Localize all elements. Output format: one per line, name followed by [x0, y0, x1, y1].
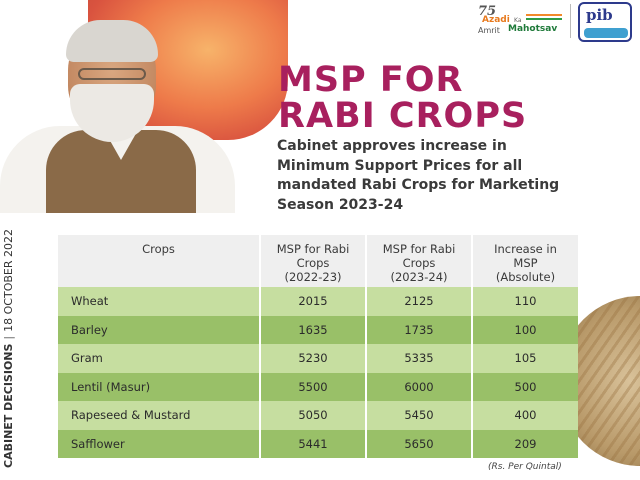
header-line: (Absolute) [495, 270, 556, 284]
table-row: Lentil (Masur) 5500 6000 500 [58, 372, 578, 401]
cell-increase: 100 [471, 315, 578, 344]
azadi-logo-line2: Amrit [478, 26, 500, 35]
cell-crop: Rapeseed & Mustard [58, 401, 260, 430]
cell-msp-2023-24: 2125 [365, 287, 472, 316]
flag-icon [526, 14, 562, 20]
side-label-date: 18 OCTOBER 2022 [2, 229, 15, 332]
page-title-line2: RABI CROPS [278, 96, 528, 136]
header-line: MSP for Rabi [276, 242, 350, 256]
table-row: Wheat 2015 2125 110 [58, 287, 578, 316]
header-line: Crops [402, 256, 436, 270]
cell-msp-2023-24: 5335 [365, 344, 472, 373]
cell-increase: 400 [471, 401, 578, 430]
cell-crop: Safflower [58, 429, 260, 458]
side-label: CABINET DECISIONS | 18 OCTOBER 2022 [2, 229, 15, 468]
cell-crop: Gram [58, 344, 260, 373]
cell-msp-2022-23: 5230 [259, 344, 366, 373]
table-row: Barley 1635 1735 100 [58, 315, 578, 344]
portrait-hair [66, 20, 158, 62]
msp-table: Crops MSP for Rabi Crops (2022-23) MSP f… [58, 235, 578, 458]
cell-increase: 105 [471, 344, 578, 373]
azadi-ka-amrit-mahotsav-logo: 75 Azadi Ka Amrit Mahotsav [478, 4, 566, 40]
page-title: MSP FOR RABI CROPS [278, 62, 527, 134]
header-crops-label: Crops [142, 242, 175, 256]
pib-logo-band [584, 28, 628, 38]
cell-crop: Lentil (Masur) [58, 372, 260, 401]
azadi-logo-number: 75 [478, 4, 497, 19]
header-msp-2022-23: MSP for Rabi Crops (2022-23) [259, 235, 366, 287]
table-header-row: Crops MSP for Rabi Crops (2022-23) MSP f… [58, 235, 578, 287]
pib-logo-text: pib [586, 6, 613, 24]
cell-increase: 500 [471, 372, 578, 401]
cell-crop: Wheat [58, 287, 260, 316]
side-label-separator: | [2, 335, 15, 340]
cell-msp-2022-23: 1635 [259, 315, 366, 344]
header-line: Crops [296, 256, 330, 270]
table-row: Gram 5230 5335 105 [58, 344, 578, 373]
azadi-logo-line1: Azadi [482, 15, 510, 25]
table-row: Rapeseed & Mustard 5050 5450 400 [58, 401, 578, 430]
cell-increase: 110 [471, 287, 578, 316]
header-line: (2023-24) [390, 270, 448, 284]
side-label-category: CABINET DECISIONS [2, 343, 15, 468]
header-line: (2022-23) [284, 270, 342, 284]
pib-logo: pib [578, 2, 632, 42]
header-line: MSP [513, 256, 538, 270]
header-line: MSP for Rabi [382, 242, 456, 256]
cell-msp-2022-23: 5500 [259, 372, 366, 401]
cell-msp-2022-23: 5441 [259, 429, 366, 458]
portrait-glasses [78, 68, 146, 80]
cell-msp-2023-24: 5450 [365, 401, 472, 430]
cell-msp-2022-23: 2015 [259, 287, 366, 316]
cell-msp-2023-24: 6000 [365, 372, 472, 401]
cell-crop: Barley [58, 315, 260, 344]
cell-msp-2022-23: 5050 [259, 401, 366, 430]
cell-msp-2023-24: 1735 [365, 315, 472, 344]
azadi-logo-line3: Mahotsav [508, 24, 558, 34]
azadi-logo-ka: Ka [514, 17, 522, 24]
header-msp-2023-24: MSP for Rabi Crops (2023-24) [365, 235, 472, 287]
header-crops: Crops [58, 235, 260, 287]
cell-increase: 209 [471, 429, 578, 458]
logo-divider [570, 4, 571, 38]
header-increase: Increase in MSP (Absolute) [471, 235, 578, 287]
unit-note: (Rs. Per Quintal) [488, 462, 562, 472]
page-title-line1: MSP FOR [278, 60, 464, 100]
cell-msp-2023-24: 5650 [365, 429, 472, 458]
header-line: Increase in [494, 242, 557, 256]
table-row: Safflower 5441 5650 209 [58, 429, 578, 458]
page-subtitle: Cabinet approves increase in Minimum Sup… [277, 138, 560, 213]
portrait-photo [0, 18, 240, 213]
